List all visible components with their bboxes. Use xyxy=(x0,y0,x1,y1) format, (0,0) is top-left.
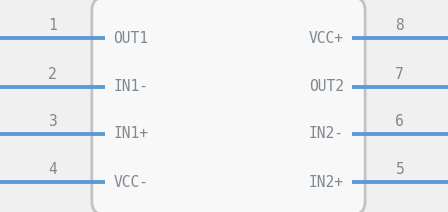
Text: IN2-: IN2- xyxy=(309,126,344,141)
Text: 2: 2 xyxy=(48,67,57,82)
Text: 5: 5 xyxy=(396,162,404,177)
Text: OUT1: OUT1 xyxy=(113,31,148,46)
Text: 8: 8 xyxy=(396,18,404,33)
Text: OUT2: OUT2 xyxy=(309,80,344,94)
Text: 7: 7 xyxy=(396,67,404,82)
Text: 6: 6 xyxy=(396,114,404,128)
Text: 1: 1 xyxy=(48,18,57,33)
Text: IN1-: IN1- xyxy=(113,80,148,94)
Text: IN1+: IN1+ xyxy=(113,126,148,141)
Text: VCC+: VCC+ xyxy=(309,31,344,46)
FancyBboxPatch shape xyxy=(92,0,365,212)
Text: VCC-: VCC- xyxy=(113,175,148,190)
Text: IN2+: IN2+ xyxy=(309,175,344,190)
Text: 3: 3 xyxy=(48,114,57,128)
Text: 4: 4 xyxy=(48,162,57,177)
